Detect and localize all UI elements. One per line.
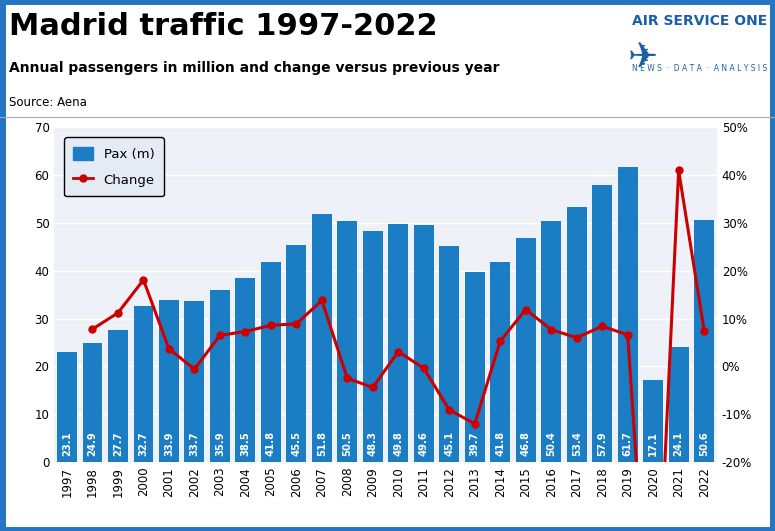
Bar bbox=[312, 215, 332, 462]
Text: Source: Aena: Source: Aena bbox=[9, 96, 87, 109]
Bar bbox=[363, 231, 383, 462]
Text: 48.3: 48.3 bbox=[368, 431, 378, 456]
Bar bbox=[592, 185, 612, 462]
Text: 45.5: 45.5 bbox=[291, 431, 301, 456]
Text: 49.8: 49.8 bbox=[393, 431, 403, 456]
Text: 39.7: 39.7 bbox=[470, 432, 480, 456]
Bar bbox=[108, 330, 128, 462]
Bar bbox=[337, 221, 357, 462]
Text: Annual passengers in million and change versus previous year: Annual passengers in million and change … bbox=[9, 61, 500, 75]
Bar bbox=[491, 262, 510, 462]
Bar bbox=[439, 246, 460, 462]
Bar bbox=[669, 347, 688, 462]
Bar bbox=[210, 290, 230, 462]
Text: 41.8: 41.8 bbox=[266, 431, 276, 456]
Bar bbox=[57, 352, 77, 462]
Bar bbox=[236, 278, 255, 462]
Text: 23.1: 23.1 bbox=[62, 432, 72, 456]
Bar bbox=[261, 262, 281, 462]
Bar bbox=[159, 300, 179, 462]
Bar bbox=[184, 301, 205, 462]
Bar bbox=[414, 225, 434, 462]
Text: 50.5: 50.5 bbox=[343, 432, 353, 456]
Text: 17.1: 17.1 bbox=[648, 431, 658, 456]
Text: 24.1: 24.1 bbox=[673, 431, 684, 456]
Text: 27.7: 27.7 bbox=[113, 432, 123, 456]
Text: AIR SERVICE ONE: AIR SERVICE ONE bbox=[632, 14, 767, 28]
Text: 49.6: 49.6 bbox=[418, 431, 429, 456]
Bar bbox=[388, 224, 408, 462]
Text: 24.9: 24.9 bbox=[88, 432, 98, 456]
Text: ✈: ✈ bbox=[628, 41, 659, 75]
Text: 46.8: 46.8 bbox=[521, 431, 531, 456]
Text: 50.6: 50.6 bbox=[699, 432, 709, 456]
Bar bbox=[133, 306, 153, 462]
Bar bbox=[287, 245, 306, 462]
Bar bbox=[465, 272, 484, 462]
Text: 38.5: 38.5 bbox=[240, 432, 250, 456]
Text: 35.9: 35.9 bbox=[215, 432, 225, 456]
Bar bbox=[541, 221, 561, 462]
Text: Madrid traffic 1997-2022: Madrid traffic 1997-2022 bbox=[9, 12, 438, 41]
Bar bbox=[618, 167, 638, 462]
Text: 32.7: 32.7 bbox=[139, 432, 149, 456]
Legend: Pax (m), Change: Pax (m), Change bbox=[64, 138, 164, 196]
Text: 41.8: 41.8 bbox=[495, 431, 505, 456]
Bar bbox=[694, 220, 714, 462]
Text: 50.4: 50.4 bbox=[546, 431, 556, 456]
Text: 61.7: 61.7 bbox=[622, 431, 632, 456]
Text: 51.8: 51.8 bbox=[317, 431, 327, 456]
Text: 33.9: 33.9 bbox=[164, 432, 174, 456]
Text: 53.4: 53.4 bbox=[572, 431, 582, 456]
Text: N E W S  ·  D A T A  ·  A N A L Y S I S: N E W S · D A T A · A N A L Y S I S bbox=[632, 64, 767, 73]
Text: 57.9: 57.9 bbox=[598, 432, 607, 456]
Bar bbox=[643, 380, 663, 462]
Bar bbox=[567, 207, 587, 462]
Bar bbox=[516, 238, 536, 462]
Bar bbox=[83, 343, 102, 462]
Text: 45.1: 45.1 bbox=[444, 431, 454, 456]
Text: 33.7: 33.7 bbox=[189, 432, 199, 456]
